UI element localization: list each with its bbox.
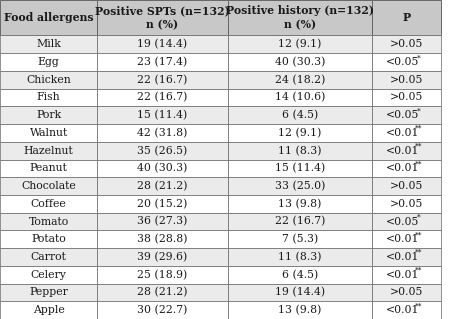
Bar (228, 142, 372, 160)
Text: 20 (15.2): 20 (15.2) (137, 199, 188, 209)
Text: 12 (9.1): 12 (9.1) (278, 39, 321, 49)
Bar (97, 177, 228, 195)
Bar (97, 284, 228, 301)
Bar (372, 160, 441, 177)
Text: 22 (16.7): 22 (16.7) (137, 75, 188, 85)
Text: Positive history (n=132)
n (%): Positive history (n=132) n (%) (226, 5, 374, 30)
Bar (97, 0, 228, 35)
Text: 19 (14.4): 19 (14.4) (137, 39, 187, 49)
Bar (97, 266, 228, 284)
Text: Tomato: Tomato (28, 217, 69, 226)
Text: 22 (16.7): 22 (16.7) (274, 216, 325, 227)
Bar (228, 195, 372, 213)
Bar (97, 160, 228, 177)
Text: 6 (4.5): 6 (4.5) (282, 110, 318, 120)
Text: 30 (22.7): 30 (22.7) (137, 305, 188, 315)
Text: 19 (14.4): 19 (14.4) (275, 287, 325, 298)
Text: 13 (9.8): 13 (9.8) (278, 305, 321, 315)
Bar (228, 124, 372, 142)
Text: Food allergens: Food allergens (4, 12, 93, 23)
Text: 25 (18.9): 25 (18.9) (137, 270, 188, 280)
Text: 14 (10.6): 14 (10.6) (274, 92, 325, 103)
Text: 11 (8.3): 11 (8.3) (278, 145, 321, 156)
Text: 28 (21.2): 28 (21.2) (137, 287, 188, 298)
Text: **: ** (415, 231, 422, 239)
Text: <0.01: <0.01 (386, 163, 419, 173)
Bar (0, 53, 97, 71)
Text: Chicken: Chicken (26, 75, 71, 85)
Bar (97, 142, 228, 160)
Text: 28 (21.2): 28 (21.2) (137, 181, 188, 191)
Text: <0.05: <0.05 (386, 110, 419, 120)
Text: 23 (17.4): 23 (17.4) (137, 57, 188, 67)
Bar (372, 230, 441, 248)
Bar (97, 195, 228, 213)
Text: 40 (30.3): 40 (30.3) (137, 163, 188, 174)
Text: Potato: Potato (31, 234, 66, 244)
Text: 6 (4.5): 6 (4.5) (282, 270, 318, 280)
Bar (0, 266, 97, 284)
Bar (0, 195, 97, 213)
Text: 15 (11.4): 15 (11.4) (274, 163, 325, 174)
Text: Positive SPTs (n=132)
n (%): Positive SPTs (n=132) n (%) (95, 5, 230, 30)
Text: Apple: Apple (33, 305, 64, 315)
Text: <0.05: <0.05 (386, 57, 419, 67)
Bar (372, 0, 441, 35)
Bar (0, 0, 97, 35)
Bar (372, 71, 441, 89)
Bar (0, 213, 97, 230)
Bar (228, 213, 372, 230)
Bar (228, 106, 372, 124)
Text: P: P (402, 12, 410, 23)
Bar (228, 177, 372, 195)
Text: 7 (5.3): 7 (5.3) (282, 234, 318, 244)
Text: Chocolate: Chocolate (21, 181, 76, 191)
Bar (228, 160, 372, 177)
Bar (372, 177, 441, 195)
Bar (228, 248, 372, 266)
Text: Egg: Egg (38, 57, 59, 67)
Bar (0, 160, 97, 177)
Text: 33 (25.0): 33 (25.0) (274, 181, 325, 191)
Bar (228, 71, 372, 89)
Bar (97, 71, 228, 89)
Text: Pepper: Pepper (29, 287, 68, 297)
Text: 40 (30.3): 40 (30.3) (274, 57, 325, 67)
Bar (97, 35, 228, 53)
Bar (0, 142, 97, 160)
Bar (0, 106, 97, 124)
Bar (97, 248, 228, 266)
Bar (372, 35, 441, 53)
Bar (372, 106, 441, 124)
Text: <0.01: <0.01 (386, 305, 419, 315)
Bar (228, 230, 372, 248)
Bar (97, 301, 228, 319)
Bar (0, 301, 97, 319)
Bar (372, 266, 441, 284)
Bar (228, 284, 372, 301)
Text: 22 (16.7): 22 (16.7) (137, 92, 188, 103)
Text: 11 (8.3): 11 (8.3) (278, 252, 321, 262)
Text: **: ** (415, 125, 422, 133)
Text: <0.01: <0.01 (386, 234, 419, 244)
Text: 39 (29.6): 39 (29.6) (137, 252, 188, 262)
Text: <0.01: <0.01 (386, 270, 419, 280)
Text: Coffee: Coffee (31, 199, 66, 209)
Text: **: ** (415, 160, 422, 168)
Text: Walnut: Walnut (29, 128, 68, 138)
Text: **: ** (415, 249, 422, 257)
Text: 36 (27.3): 36 (27.3) (137, 216, 188, 227)
Text: Milk: Milk (36, 39, 61, 49)
Bar (228, 0, 372, 35)
Bar (97, 106, 228, 124)
Text: >0.05: >0.05 (390, 181, 423, 191)
Bar (0, 230, 97, 248)
Text: Fish: Fish (37, 93, 60, 102)
Text: <0.01: <0.01 (386, 128, 419, 138)
Text: Pork: Pork (36, 110, 61, 120)
Bar (228, 53, 372, 71)
Bar (372, 89, 441, 106)
Text: Carrot: Carrot (31, 252, 66, 262)
Text: 12 (9.1): 12 (9.1) (278, 128, 321, 138)
Bar (97, 53, 228, 71)
